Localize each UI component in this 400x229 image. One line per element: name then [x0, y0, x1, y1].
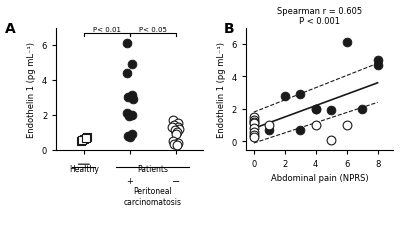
Point: [169, 125, 176, 129]
Point: [126, 113, 133, 117]
Text: Patients: Patients: [137, 165, 168, 174]
Point: [125, 134, 131, 138]
Point: [174, 125, 181, 129]
Point: [124, 42, 131, 46]
Point: [172, 132, 179, 136]
Point: [126, 115, 132, 119]
Point: [175, 141, 181, 145]
Point: [124, 72, 130, 75]
Point: [128, 132, 135, 136]
Point: [82, 137, 89, 140]
Point: [251, 122, 257, 126]
Point: [173, 131, 180, 134]
Point: [174, 144, 180, 147]
Point: [282, 95, 288, 98]
Point: [79, 139, 86, 142]
Point: [84, 136, 90, 139]
Point: [312, 124, 319, 127]
Point: [251, 135, 257, 139]
Point: [171, 124, 177, 127]
Point: [176, 127, 182, 131]
Point: [266, 124, 272, 127]
Point: [170, 119, 176, 122]
Point: [170, 139, 176, 143]
Point: [359, 108, 365, 111]
Point: [172, 129, 178, 133]
Text: B: B: [224, 22, 235, 36]
Point: [312, 108, 319, 111]
X-axis label: Abdominal pain (NPRS): Abdominal pain (NPRS): [271, 173, 368, 182]
Text: Healthy: Healthy: [69, 165, 99, 174]
Point: [175, 122, 182, 126]
Title: Spearman r = 0.605
P < 0.001: Spearman r = 0.605 P < 0.001: [277, 7, 362, 26]
Point: [251, 134, 257, 137]
Text: Peritoneal
carcinomatosis: Peritoneal carcinomatosis: [124, 186, 182, 206]
Point: [344, 41, 350, 45]
Text: −: −: [172, 176, 180, 186]
Point: [251, 116, 257, 119]
Point: [78, 139, 84, 143]
Point: [251, 119, 257, 123]
Point: [129, 113, 135, 117]
Point: [129, 98, 136, 101]
Point: [124, 112, 131, 115]
Point: [297, 129, 304, 132]
Point: [374, 59, 381, 63]
Point: [312, 108, 319, 111]
Point: [297, 93, 304, 97]
Text: P< 0.01: P< 0.01: [93, 27, 121, 33]
Point: [251, 130, 257, 134]
Y-axis label: Endothelin 1 (pg mL⁻¹): Endothelin 1 (pg mL⁻¹): [217, 41, 226, 137]
Point: [251, 120, 257, 124]
Point: [328, 109, 334, 113]
Point: [251, 127, 257, 131]
Point: [344, 124, 350, 127]
Point: [328, 138, 334, 142]
Point: [374, 64, 381, 68]
Text: +: +: [126, 176, 133, 185]
Text: P< 0.05: P< 0.05: [139, 27, 167, 33]
Text: A: A: [5, 22, 16, 36]
Y-axis label: Endothelin 1 (pg mL⁻¹): Endothelin 1 (pg mL⁻¹): [27, 41, 36, 137]
Point: [129, 63, 135, 67]
Point: [266, 129, 272, 132]
Point: [81, 138, 87, 141]
Point: [128, 94, 135, 98]
Point: [171, 143, 178, 147]
Point: [126, 136, 133, 139]
Point: [125, 96, 132, 100]
